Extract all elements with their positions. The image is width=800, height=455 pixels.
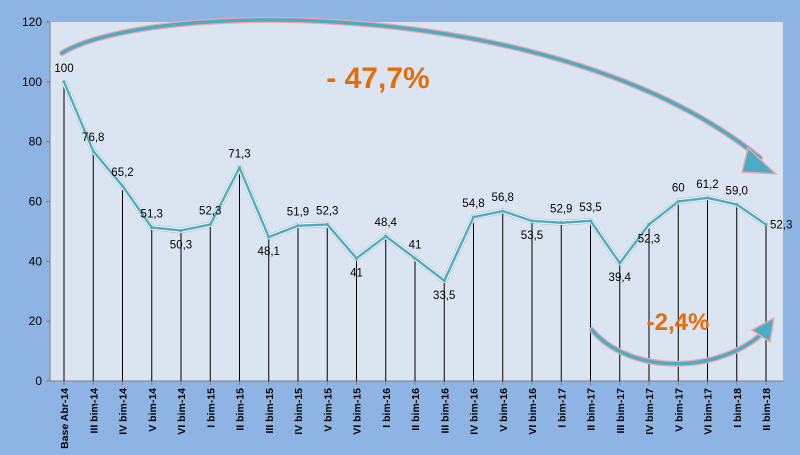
x-tick-label: Base Abr-14 xyxy=(59,388,71,449)
x-tick-label: IV bim-17 xyxy=(644,388,656,435)
x-tick-label: VI bim-14 xyxy=(176,388,188,435)
data-point xyxy=(384,234,388,238)
data-label: 53,5 xyxy=(579,202,601,214)
data-point xyxy=(120,184,125,188)
y-tick-label: 60 xyxy=(29,195,43,209)
data-label: 61,2 xyxy=(696,179,718,191)
x-tick-label: I bim-18 xyxy=(732,388,744,428)
data-point xyxy=(559,221,563,225)
x-tick-label: II bim-17 xyxy=(586,388,598,431)
y-tick-label: 0 xyxy=(35,374,42,388)
x-tick-label: V bim-14 xyxy=(147,388,159,432)
x-tick-label: II bim-16 xyxy=(410,388,422,431)
annotation-small: -2,4% xyxy=(647,309,710,336)
data-point xyxy=(208,222,212,227)
drop-lines xyxy=(63,81,767,381)
x-tick-label: III bim-16 xyxy=(439,388,451,434)
data-point xyxy=(764,222,768,227)
small-arrow-head xyxy=(750,316,775,344)
x-tick-label: IV bim-16 xyxy=(469,388,481,435)
data-label: 52,3 xyxy=(770,220,792,232)
data-label: 41 xyxy=(409,239,422,251)
data-label: 76,8 xyxy=(82,132,104,144)
x-tick-label: I bim-16 xyxy=(381,388,393,428)
y-tick-label: 120 xyxy=(22,15,42,29)
y-tick-label: 80 xyxy=(29,135,43,149)
big-arrow xyxy=(60,18,762,160)
data-point xyxy=(354,256,359,260)
data-point xyxy=(150,225,154,230)
data-label: 52,3 xyxy=(199,206,221,218)
data-point xyxy=(267,235,271,239)
x-tick-label: V bim-16 xyxy=(498,388,510,432)
x-tick-label: II bim-15 xyxy=(235,388,247,431)
data-label: 52,3 xyxy=(638,234,660,246)
big-arrow-head xyxy=(741,146,779,175)
x-tick-label: VI bim-15 xyxy=(352,388,364,435)
data-label: 65,2 xyxy=(111,167,133,179)
y-tick-label: 40 xyxy=(29,254,43,268)
x-tick-label: IV bim-15 xyxy=(293,388,305,435)
data-point xyxy=(618,261,622,265)
data-label: 51,3 xyxy=(141,209,163,221)
data-label: 56,8 xyxy=(492,192,514,204)
x-tick-label: VI bim-17 xyxy=(703,388,715,435)
data-point xyxy=(442,279,446,283)
y-tick-label: 20 xyxy=(29,314,43,328)
x-tick-label: III bim-15 xyxy=(264,388,276,434)
data-point xyxy=(296,224,300,228)
series-line xyxy=(61,80,768,284)
data-point xyxy=(179,228,183,233)
plot-area xyxy=(50,22,783,381)
data-label: 41 xyxy=(350,267,363,279)
data-label: 50,3 xyxy=(170,240,192,252)
x-tick-label: III bim-14 xyxy=(88,388,100,434)
x-tick-label: I bim-15 xyxy=(205,388,217,428)
data-label: 53,5 xyxy=(521,230,543,242)
data-point xyxy=(91,149,95,153)
data-point xyxy=(588,219,593,223)
data-label: 39,4 xyxy=(609,272,632,284)
x-tick-label: V bim-15 xyxy=(322,388,334,432)
small-arrow xyxy=(590,328,768,366)
axes: 0 20 40 60 80 100 120 Base Abr-14 III bim-14 IV b… xyxy=(22,15,783,449)
data-point xyxy=(647,222,651,227)
data-label: 100 xyxy=(54,63,73,75)
data-point xyxy=(735,202,739,207)
data-point xyxy=(676,199,680,204)
data-point xyxy=(237,166,242,170)
data-label: 33,5 xyxy=(433,290,455,302)
data-point xyxy=(705,196,710,200)
x-tick-label: V bim-17 xyxy=(673,388,685,432)
data-label: 71,3 xyxy=(228,149,250,161)
data-point xyxy=(413,256,417,260)
data-label: 60 xyxy=(672,183,685,195)
annotation-big: - 47,7% xyxy=(326,62,429,95)
data-point xyxy=(62,80,66,84)
data-label: 52,3 xyxy=(316,206,338,218)
data-label: 48,1 xyxy=(258,246,280,258)
data-point xyxy=(325,222,329,227)
data-label: 54,8 xyxy=(462,198,484,210)
x-tick-label: VI bim-16 xyxy=(527,388,539,435)
data-label: 51,9 xyxy=(287,207,309,219)
annotations: - 47,7% -2,4% xyxy=(59,17,779,367)
data-point xyxy=(471,215,476,219)
data-label: 52,9 xyxy=(550,204,572,216)
x-tick-label: II bim-18 xyxy=(761,388,773,431)
data-point xyxy=(530,219,534,223)
y-tick-label: 100 xyxy=(22,75,42,89)
data-label: 48,4 xyxy=(375,217,398,229)
x-tick-label: IV bim-14 xyxy=(118,388,130,435)
data-label: 59,0 xyxy=(726,185,748,197)
data-labels: 100 76,8 65,2 51,3 50,3 52,3 71,3 48,1 51,9 52,3 4… xyxy=(54,63,792,302)
data-point xyxy=(501,209,505,213)
x-tick-label: I bim-17 xyxy=(556,388,568,428)
x-tick-label: III bim-17 xyxy=(615,388,627,434)
